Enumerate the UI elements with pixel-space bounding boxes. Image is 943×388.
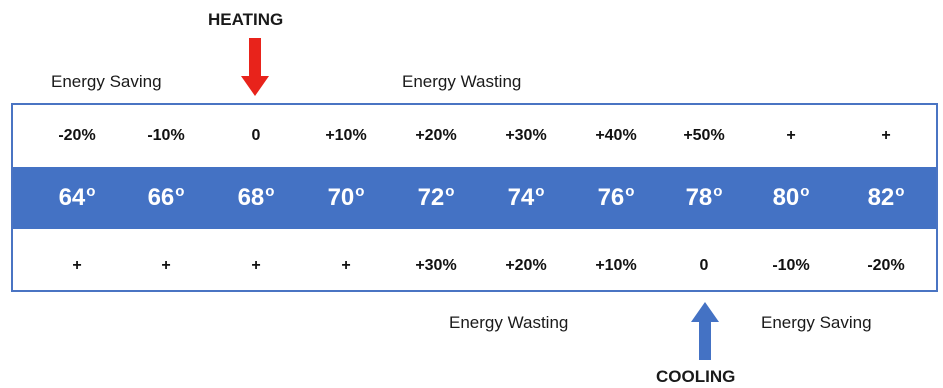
heating-arrow-icon bbox=[241, 38, 269, 96]
heating-percent-cell-value: + bbox=[881, 127, 891, 144]
temperature-cell: 68o bbox=[211, 167, 301, 229]
degree-mark: o bbox=[355, 183, 365, 200]
temperature-cell: 70o bbox=[301, 167, 391, 229]
cooling-percent-cell-value: + bbox=[251, 257, 261, 274]
heating-percent-row: -20% -10% 0 +10% +20% +30% +40% +50% + + bbox=[13, 121, 936, 151]
cooling-percent-cell-value: +10% bbox=[595, 257, 637, 274]
heating-percent-cell-value: +50% bbox=[683, 127, 725, 144]
degree-mark: o bbox=[175, 183, 185, 200]
heating-percent-cell-value: +30% bbox=[505, 127, 547, 144]
heating-percent-cell-value: +40% bbox=[595, 127, 637, 144]
degree-mark: o bbox=[895, 183, 905, 200]
temperature-band: 64o 66o 68o 70o 72o 74o 76o 78o 80o 82o bbox=[13, 167, 936, 229]
temperature-cell-value: 74 bbox=[507, 184, 535, 211]
cooling-percent-row: + + + + +30% +20% +10% 0 -10% -20% bbox=[13, 251, 936, 281]
temperature-cell: 64o bbox=[32, 167, 122, 229]
heating-percent-cell: +50% bbox=[659, 121, 749, 151]
top-right-energy-wasting: Energy Wasting bbox=[402, 72, 522, 91]
heating-percent-cell-value: +20% bbox=[415, 127, 457, 144]
degree-mark: o bbox=[445, 183, 455, 200]
heating-percent-cell: +40% bbox=[571, 121, 661, 151]
cooling-percent-cell: -10% bbox=[746, 251, 836, 281]
temperature-cell: 66o bbox=[121, 167, 211, 229]
temperature-cell-value: 76 bbox=[597, 184, 625, 211]
cooling-percent-cell-value: -20% bbox=[867, 257, 905, 274]
temperature-table: -20% -10% 0 +10% +20% +30% +40% +50% + + 64o 66o 68… bbox=[11, 103, 938, 292]
heating-percent-cell-value: +10% bbox=[325, 127, 367, 144]
cooling-percent-cell-value: + bbox=[161, 257, 171, 274]
temperature-cell: 82o bbox=[841, 167, 931, 229]
heating-percent-cell: -20% bbox=[32, 121, 122, 151]
heating-percent-cell: 0 bbox=[211, 121, 301, 151]
cooling-percent-cell: + bbox=[32, 251, 122, 281]
heating-percent-cell: +30% bbox=[481, 121, 571, 151]
cooling-percent-cell: -20% bbox=[841, 251, 931, 281]
heating-percent-cell-value: -20% bbox=[58, 127, 96, 144]
degree-mark: o bbox=[625, 183, 635, 200]
degree-mark: o bbox=[535, 183, 545, 200]
temperature-cell-value: 80 bbox=[772, 184, 800, 211]
temperature-cell-value: 70 bbox=[327, 184, 355, 211]
cooling-percent-cell-value: +30% bbox=[415, 257, 457, 274]
cooling-percent-cell: + bbox=[121, 251, 211, 281]
temperature-cell: 76o bbox=[571, 167, 661, 229]
temperature-cell: 80o bbox=[746, 167, 836, 229]
cooling-arrow-icon bbox=[691, 302, 719, 360]
degree-mark: o bbox=[86, 183, 96, 200]
cooling-percent-cell-value: +20% bbox=[505, 257, 547, 274]
bottom-right-energy-saving: Energy Saving bbox=[761, 313, 872, 332]
cooling-percent-cell: + bbox=[211, 251, 301, 281]
degree-mark: o bbox=[265, 183, 275, 200]
cooling-percent-cell: +20% bbox=[481, 251, 571, 281]
heating-percent-cell: +10% bbox=[301, 121, 391, 151]
cooling-label: COOLING bbox=[656, 367, 736, 386]
heating-percent-cell-value: 0 bbox=[251, 127, 261, 144]
temperature-cell-value: 64 bbox=[58, 184, 86, 211]
top-left-energy-saving: Energy Saving bbox=[51, 72, 162, 91]
cooling-percent-cell: +10% bbox=[571, 251, 661, 281]
degree-mark: o bbox=[713, 183, 723, 200]
heating-percent-cell: -10% bbox=[121, 121, 211, 151]
cooling-percent-cell: +30% bbox=[391, 251, 481, 281]
temperature-cell-value: 78 bbox=[685, 184, 713, 211]
temperature-cell: 78o bbox=[659, 167, 749, 229]
cooling-percent-cell: + bbox=[301, 251, 391, 281]
temperature-cell-value: 66 bbox=[147, 184, 175, 211]
heating-percent-cell-value: + bbox=[786, 127, 796, 144]
heating-percent-cell: + bbox=[746, 121, 836, 151]
temperature-cell-value: 72 bbox=[417, 184, 445, 211]
cooling-percent-cell-value: 0 bbox=[699, 257, 709, 274]
degree-mark: o bbox=[800, 183, 810, 200]
heating-label: HEATING bbox=[208, 10, 284, 29]
heating-percent-cell: +20% bbox=[391, 121, 481, 151]
heating-percent-cell: + bbox=[841, 121, 931, 151]
cooling-percent-cell: 0 bbox=[659, 251, 749, 281]
cooling-percent-cell-value: -10% bbox=[772, 257, 810, 274]
temperature-cell-value: 82 bbox=[867, 184, 895, 211]
cooling-percent-cell-value: + bbox=[341, 257, 351, 274]
heating-percent-cell-value: -10% bbox=[147, 127, 185, 144]
temperature-cell: 74o bbox=[481, 167, 571, 229]
temperature-cell: 72o bbox=[391, 167, 481, 229]
temperature-cell-value: 68 bbox=[237, 184, 265, 211]
cooling-percent-cell-value: + bbox=[72, 257, 82, 274]
bottom-left-energy-wasting: Energy Wasting bbox=[449, 313, 569, 332]
